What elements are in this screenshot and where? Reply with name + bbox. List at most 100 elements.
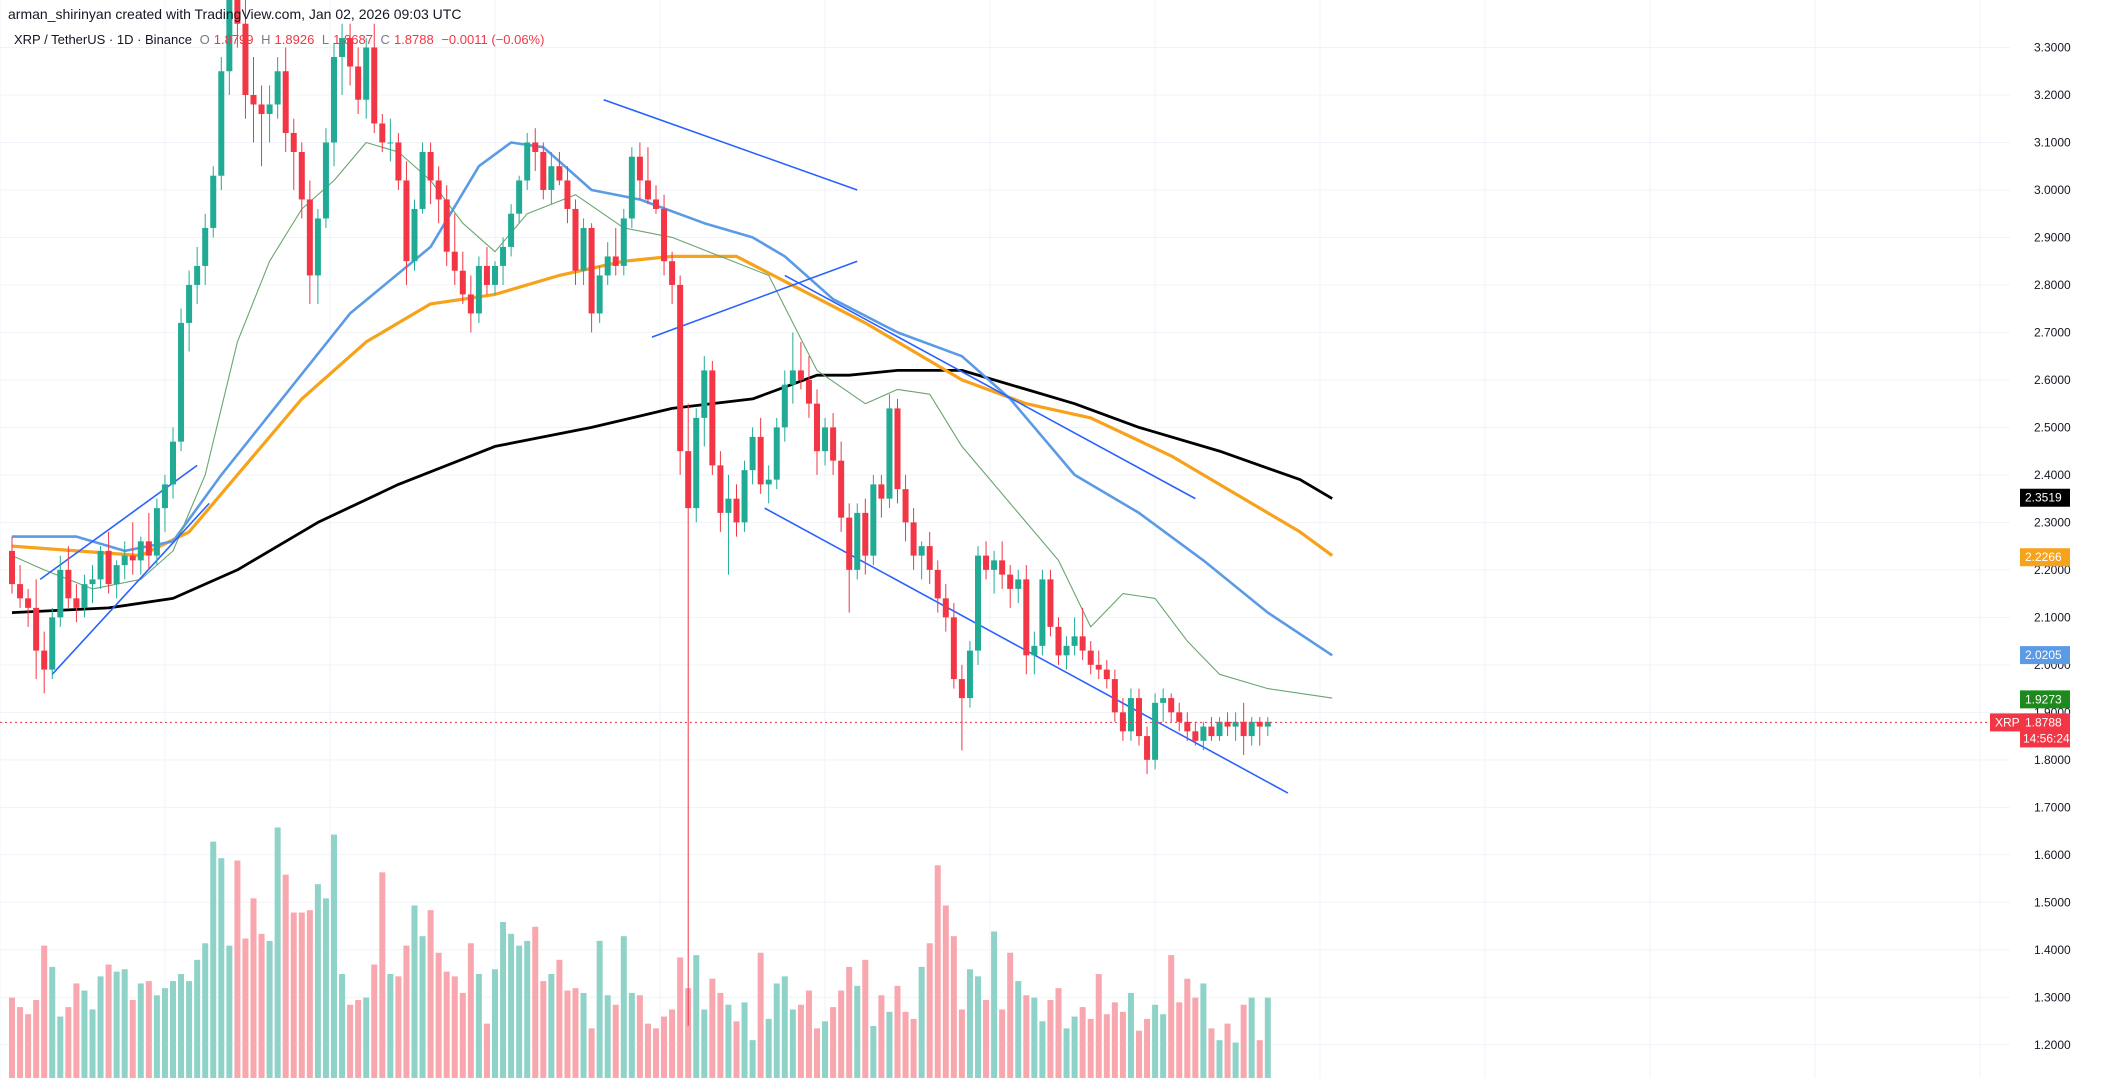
- candle-body[interactable]: [717, 465, 724, 513]
- candle-body[interactable]: [781, 384, 788, 428]
- candle-body[interactable]: [89, 579, 96, 585]
- candle-body[interactable]: [958, 679, 965, 699]
- candle-body[interactable]: [556, 166, 563, 181]
- candle-body[interactable]: [636, 156, 643, 181]
- candle-body[interactable]: [1240, 721, 1247, 737]
- candle-body[interactable]: [918, 546, 925, 556]
- candle-body[interactable]: [492, 265, 498, 285]
- candle-body[interactable]: [910, 522, 917, 556]
- candle-body[interactable]: [1200, 726, 1207, 741]
- candle-body[interactable]: [41, 650, 48, 670]
- candle-body[interactable]: [677, 284, 684, 452]
- candle-body[interactable]: [186, 284, 193, 323]
- candle-body[interactable]: [878, 484, 885, 499]
- candle-body[interactable]: [548, 166, 555, 190]
- candle-body[interactable]: [661, 208, 668, 262]
- candle-body[interactable]: [580, 227, 587, 271]
- flag-lower[interactable]: [651, 260, 858, 338]
- candle-body[interactable]: [379, 123, 386, 143]
- candle-body[interactable]: [604, 256, 611, 276]
- candle-body[interactable]: [145, 541, 152, 556]
- candle-body[interactable]: [1256, 721, 1263, 727]
- candle-body[interactable]: [1224, 721, 1231, 727]
- flag-upper[interactable]: [603, 98, 858, 191]
- candle-body[interactable]: [322, 142, 329, 219]
- candle-body[interactable]: [250, 94, 257, 105]
- candle-body[interactable]: [950, 617, 957, 680]
- price-axis[interactable]: 3.3000 3.2000 3.1000 3.0000 2.9000 2.8000 2.70…: [2020, 0, 2119, 1078]
- candle-body[interactable]: [612, 256, 619, 266]
- candle-body[interactable]: [596, 275, 603, 314]
- candle-body[interactable]: [500, 246, 507, 266]
- candle-body[interactable]: [1023, 579, 1030, 656]
- candle-body[interactable]: [178, 322, 185, 442]
- candle-body[interactable]: [258, 104, 265, 114]
- candle-body[interactable]: [709, 370, 716, 466]
- candle-body[interactable]: [1063, 645, 1070, 656]
- ema-short-line[interactable]: [11, 141, 1333, 699]
- candle-body[interactable]: [999, 560, 1006, 575]
- candle-body[interactable]: [33, 607, 40, 651]
- candle-body[interactable]: [1079, 636, 1086, 651]
- candle-body[interactable]: [870, 484, 877, 556]
- candle-body[interactable]: [1119, 712, 1126, 732]
- candle-body[interactable]: [1055, 626, 1062, 656]
- candle-body[interactable]: [789, 370, 796, 385]
- candle-body[interactable]: [926, 546, 933, 570]
- candle-body[interactable]: [387, 142, 394, 144]
- candle-body[interactable]: [741, 470, 748, 523]
- candle-body[interactable]: [274, 71, 281, 105]
- downtrend-resistance[interactable]: [784, 274, 1196, 500]
- candle-body[interactable]: [854, 512, 861, 570]
- candle-body[interactable]: [339, 37, 346, 57]
- candle-body[interactable]: [451, 251, 458, 271]
- candle-body[interactable]: [749, 436, 756, 471]
- candle-body[interactable]: [347, 37, 354, 67]
- candle-body[interactable]: [1168, 698, 1175, 713]
- candle-body[interactable]: [105, 550, 112, 585]
- candle-body[interactable]: [564, 180, 571, 209]
- candle-body[interactable]: [363, 47, 370, 100]
- ema-mid-line[interactable]: [12, 141, 1333, 657]
- candle-body[interactable]: [725, 498, 732, 513]
- candle-body[interactable]: [1216, 721, 1223, 737]
- candle-body[interactable]: [226, 0, 233, 72]
- candle-body[interactable]: [975, 555, 981, 651]
- candle-body[interactable]: [773, 427, 780, 480]
- candlesticks[interactable]: [9, 0, 1271, 1026]
- candle-body[interactable]: [73, 598, 80, 608]
- candle-body[interactable]: [121, 555, 128, 566]
- candle-body[interactable]: [862, 512, 869, 556]
- candle-body[interactable]: [443, 199, 450, 252]
- candle-body[interactable]: [524, 142, 531, 181]
- candle-body[interactable]: [282, 71, 289, 133]
- candle-body[interactable]: [306, 199, 313, 276]
- candle-body[interactable]: [331, 56, 337, 143]
- symbol-line[interactable]: XRP / TetherUS · 1D · Binance: [14, 32, 192, 47]
- candle-body[interactable]: [170, 441, 176, 485]
- candle-body[interactable]: [757, 436, 764, 485]
- candle-body[interactable]: [934, 569, 941, 599]
- candle-body[interactable]: [1264, 721, 1271, 727]
- candle-body[interactable]: [202, 227, 209, 266]
- candle-body[interactable]: [25, 598, 32, 608]
- candle-body[interactable]: [81, 584, 88, 608]
- candle-body[interactable]: [411, 208, 418, 262]
- candle-body[interactable]: [1031, 645, 1038, 656]
- candle-body[interactable]: [1039, 579, 1046, 646]
- candle-body[interactable]: [483, 265, 490, 285]
- candle-body[interactable]: [886, 408, 893, 499]
- candle-body[interactable]: [572, 208, 579, 271]
- candle-body[interactable]: [822, 427, 829, 452]
- candle-body[interactable]: [49, 617, 56, 670]
- candle-body[interactable]: [97, 550, 104, 580]
- candle-body[interactable]: [419, 151, 426, 209]
- candle-body[interactable]: [266, 104, 273, 114]
- candle-body[interactable]: [894, 408, 901, 490]
- candle-body[interactable]: [1015, 579, 1022, 589]
- candle-body[interactable]: [371, 47, 378, 124]
- candle-body[interactable]: [9, 550, 15, 585]
- candle-body[interactable]: [830, 427, 837, 461]
- candle-body[interactable]: [765, 479, 772, 485]
